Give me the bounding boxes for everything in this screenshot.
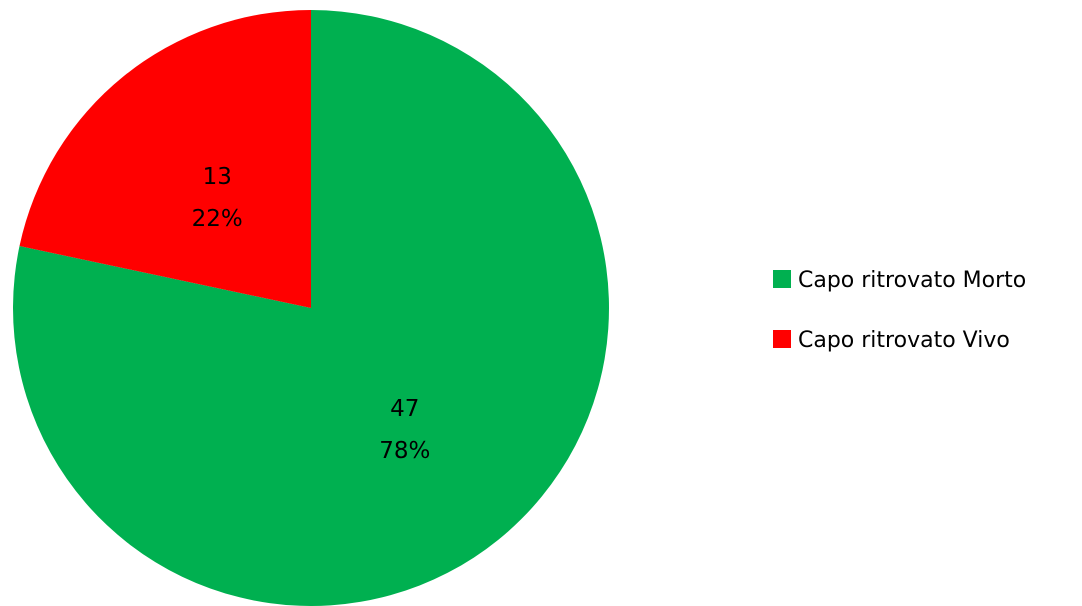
legend: Capo ritrovato Morto Capo ritrovato Vivo xyxy=(773,268,1026,353)
slice-value-label: 13 xyxy=(203,164,232,190)
slice-percent-label: 78% xyxy=(379,438,430,464)
pie-slice-1 xyxy=(13,10,610,606)
slice-percent-label: 22% xyxy=(192,206,243,232)
pie-slices xyxy=(13,10,610,606)
legend-swatch xyxy=(773,330,791,348)
data-labels: 47 78% 13 22% xyxy=(192,164,431,464)
slice-value-label: 47 xyxy=(390,396,419,422)
legend-swatch xyxy=(773,270,791,288)
legend-label: Capo ritrovato Morto xyxy=(798,268,1026,293)
legend-label: Capo ritrovato Vivo xyxy=(798,328,1010,353)
pie-slice-2 xyxy=(19,10,311,308)
